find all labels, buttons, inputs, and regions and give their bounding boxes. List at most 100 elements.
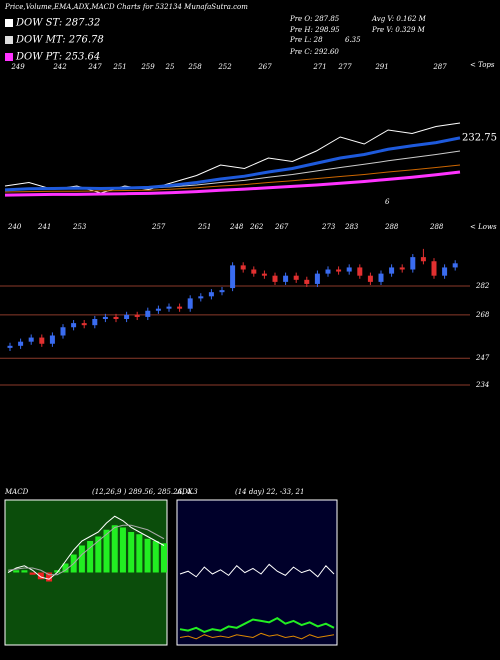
candle-body: [113, 316, 119, 319]
candle-body: [145, 310, 151, 317]
macd-bar: [54, 570, 61, 573]
macd-bar: [128, 532, 135, 573]
legend-swatch: [5, 53, 13, 61]
candle-body: [283, 275, 289, 282]
top-label: 259: [140, 63, 155, 71]
candle-body: [187, 298, 193, 309]
macd-bar: [103, 529, 110, 573]
last-label: 232.75: [462, 132, 497, 143]
low-label: 241: [37, 223, 51, 231]
candle-body: [251, 269, 257, 274]
top-label: 251: [112, 63, 126, 71]
macd-bar: [62, 563, 69, 573]
level-label: 247: [475, 354, 490, 362]
candle-body: [155, 308, 161, 311]
candle-body: [71, 323, 77, 328]
level-label: 282: [475, 282, 490, 290]
candle-body: [60, 327, 66, 336]
macd-bar: [21, 570, 28, 573]
macd-bar: [152, 541, 159, 573]
stat: Pre L: 28: [289, 36, 323, 44]
candle-body: [240, 265, 246, 270]
top-label: 242: [52, 63, 67, 71]
candle-body: [198, 296, 204, 299]
candle-body: [378, 273, 384, 282]
line-series: [4, 170, 461, 197]
candle-body: [357, 267, 363, 276]
macd-bar: [111, 525, 118, 573]
candle-body: [261, 273, 267, 276]
level-label: 268: [475, 311, 490, 319]
top-label: 287: [432, 63, 447, 71]
stat: 6.35: [345, 36, 361, 44]
panel-label: MACD: [4, 488, 29, 496]
tops-caption: < Tops: [470, 61, 495, 69]
candle-body: [7, 345, 13, 348]
macd-bar: [46, 572, 53, 582]
candle-body: [49, 335, 55, 344]
macd-panel: [4, 499, 168, 646]
top-label: 247: [87, 63, 102, 71]
stat: Pre V: 0.329 M: [371, 26, 426, 34]
line-series: [4, 164, 461, 193]
candle-body: [367, 275, 373, 282]
macd-bar: [161, 543, 167, 573]
candle-body: [92, 319, 98, 326]
candle-body: [18, 341, 24, 346]
candle-body: [124, 314, 130, 319]
legend-label: DOW ST: 287.32: [15, 18, 100, 29]
legend-label: DOW PT: 253.64: [15, 52, 100, 63]
candle-body: [177, 306, 183, 309]
level-label: 234: [475, 381, 489, 389]
legend-swatch: [5, 19, 13, 27]
line-series: [7, 524, 165, 576]
macd-bar: [87, 541, 94, 573]
low-label: 253: [72, 223, 87, 231]
low-label: 240: [7, 223, 22, 231]
candle-body: [336, 269, 342, 272]
panel-params: (12,26,9 ) 289.56, 285.26, 4.3: [92, 488, 198, 496]
stat: Pre H: 298.95: [289, 26, 340, 34]
legend-label: DOW MT: 276.78: [15, 35, 104, 46]
top-label: 25: [165, 63, 175, 71]
candle-body: [39, 337, 45, 344]
candle-body: [431, 261, 437, 276]
candle-body: [81, 323, 87, 326]
line-series: [7, 515, 165, 580]
candle-body: [272, 275, 278, 282]
macd-bar: [95, 536, 102, 573]
candle-body: [166, 306, 172, 309]
top-label: 252: [217, 63, 232, 71]
low-label: 248: [229, 223, 244, 231]
top-label: 271: [312, 63, 326, 71]
candle-body: [325, 269, 331, 274]
candle-body: [102, 316, 108, 319]
stat: Pre C: 292.60: [289, 48, 339, 56]
candle-body: [389, 267, 395, 274]
macd-bar: [78, 545, 85, 573]
macd-bar: [13, 570, 20, 573]
line-series: [4, 136, 461, 192]
panel-label: ADX: [176, 488, 194, 496]
legend-swatch: [5, 36, 13, 44]
low-label: 267: [274, 223, 289, 231]
panel-params: (14 day) 22, -33, 21: [235, 488, 304, 496]
candle-body: [399, 267, 405, 270]
low-label: 273: [321, 223, 336, 231]
top-label: 258: [187, 63, 202, 71]
candle-body: [304, 279, 310, 284]
stat: Avg V: 0.162 M: [371, 15, 427, 23]
macd-bar: [37, 572, 44, 580]
stat: Pre O: 287.85: [289, 15, 340, 23]
candle-body: [410, 257, 416, 270]
candle-body: [134, 314, 140, 317]
low-label: 262: [249, 223, 264, 231]
candle-body: [452, 263, 458, 268]
lows-caption: < Lows: [470, 223, 497, 231]
line-series: [179, 616, 335, 634]
line-series: [179, 632, 335, 640]
low-label: 288: [429, 223, 444, 231]
top-label: 291: [374, 63, 388, 71]
candle-body: [219, 290, 225, 293]
